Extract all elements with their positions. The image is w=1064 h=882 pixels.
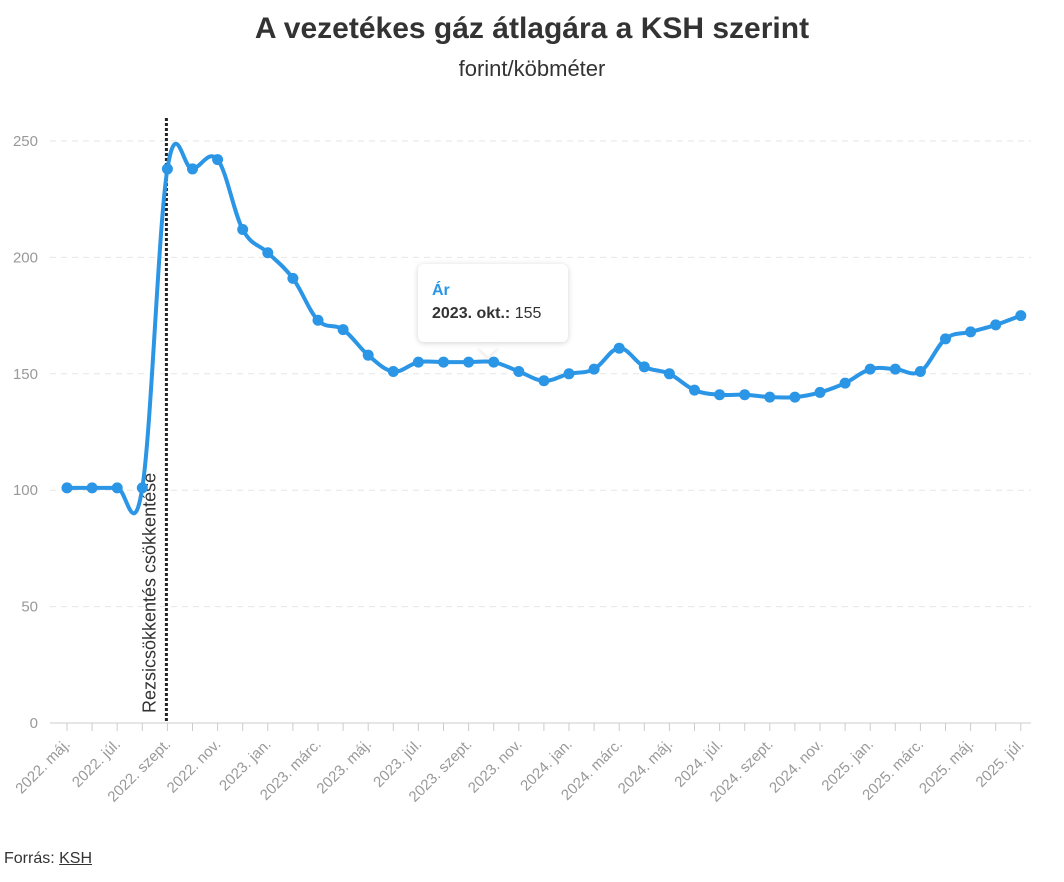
data-point [287,272,299,284]
data-point [1015,310,1027,322]
y-tick-label: 250 [13,133,38,150]
data-point [789,391,801,403]
x-tick-label: 2025. máj. [916,736,978,798]
data-point [312,314,324,326]
data-point [412,356,424,368]
data-point [739,389,751,401]
x-tick-label: 2025. júl. [973,736,1028,791]
data-point [714,389,726,401]
data-point [513,365,525,377]
data-point [538,375,550,387]
data-point [136,482,148,494]
data-point [990,319,1002,331]
data-point [111,482,123,494]
data-point [814,386,826,398]
data-point [262,247,274,259]
source-note: Forrás: KSH [4,850,92,868]
data-point [940,333,951,345]
data-point [362,349,374,361]
data-point [61,482,73,494]
y-tick-label: 0 [30,715,38,732]
tooltip: Ár 2023. okt.: 155 [418,264,568,342]
chart-title: A vezetékes gáz átlagára a KSH szerint [254,12,810,45]
data-point [387,365,399,377]
annotation-label: Rezsicsökkentés csökkentése [139,473,159,713]
data-point [86,482,98,494]
source-link[interactable]: KSH [59,850,93,867]
data-point [187,163,198,175]
data-point [488,356,500,368]
tooltip-series-name: Ár [432,282,450,299]
data-point [463,356,475,368]
x-tick-label: 2022. nov. [164,736,225,797]
tooltip-value: 155 [514,305,542,322]
x-tick-label: 2023. máj. [313,736,375,798]
y-tick-label: 50 [21,599,38,616]
data-point [663,368,675,380]
data-point [588,363,600,375]
y-tick-label: 200 [13,249,38,266]
tooltip-row: 2023. okt.: 155 [432,305,541,323]
data-point [889,363,901,375]
data-point [864,363,876,375]
data-point [638,361,650,373]
data-point [965,326,977,338]
data-point [563,368,575,380]
data-point [237,223,249,235]
y-tick-label: 150 [13,366,38,383]
tooltip-date: 2023. okt.: [432,305,511,322]
data-point [613,342,625,354]
chart-subtitle: forint/köbméter [458,56,606,81]
data-point [914,365,926,377]
data-point [337,324,349,336]
data-point [839,377,851,389]
x-tick-label: 2024. máj. [615,736,677,798]
x-tick-label: 2022. máj. [12,736,74,798]
data-point [689,384,700,396]
source-label: Forrás: [4,850,55,867]
x-tick-label: 2023. nov. [465,736,526,797]
x-tick-label: 2024. nov. [766,736,827,797]
data-point [764,391,776,403]
data-point [161,163,173,175]
y-tick-label: 100 [13,482,38,499]
data-point [438,356,449,368]
data-point [212,154,224,166]
